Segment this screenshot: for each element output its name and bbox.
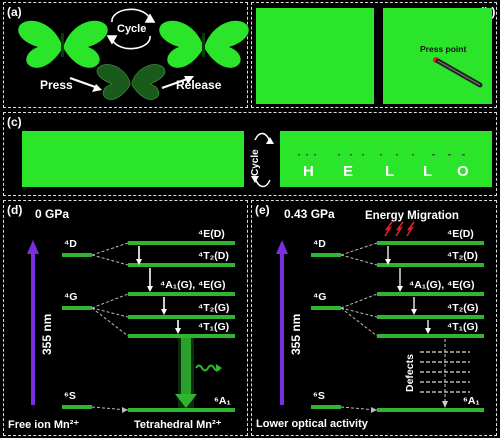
d-left-6s: ⁶S: [64, 390, 76, 402]
d-right-6a1: ⁶A₁: [214, 395, 231, 407]
press-point-label: Press point: [420, 44, 467, 54]
film-c-right: [280, 131, 492, 187]
panel-e-label: (e): [255, 203, 270, 217]
cycle-label-a: Cycle: [117, 23, 147, 35]
e-left-4g: ⁴G: [313, 291, 327, 303]
e-right-4a1g: ⁴A₁(G), ⁴E(G): [409, 279, 475, 291]
e-right-4ed: ⁴E(D): [447, 228, 474, 240]
e-right-4t2d: ⁴T₂(D): [447, 250, 478, 262]
butterfly-middle-icon: [96, 64, 166, 100]
panel-e: (e): [251, 200, 497, 436]
pressure-d: 0 GPa: [35, 207, 70, 221]
e-left-4d: ⁴D: [313, 238, 326, 250]
d-bottom-right: Tetrahedral Mn²⁺: [134, 419, 222, 431]
d-right-4t1g: ⁴T₁(G): [198, 321, 230, 333]
panel-a-label: (a): [7, 5, 22, 19]
d-right-4ed: ⁴E(D): [198, 228, 225, 240]
hello-letter-e: E: [343, 163, 354, 180]
d-right-4t2g: ⁴T₂(G): [198, 302, 230, 314]
e-right-4t1g: ⁴T₁(G): [447, 321, 479, 333]
film-before-press: [256, 8, 374, 104]
e-right-4t2g: ⁴T₂(G): [447, 302, 479, 314]
hello-letter-h: H: [303, 163, 314, 180]
e-excitation-label: 355 nm: [289, 313, 303, 355]
release-label: Release: [176, 78, 222, 92]
d-right-4a1g: ⁴A₁(G), ⁴E(G): [160, 279, 226, 291]
butterfly-right-icon: [159, 20, 249, 68]
butterfly-left-icon: [18, 20, 108, 68]
cycle-arrows-icon: [106, 8, 156, 50]
film-c-left: [22, 131, 244, 187]
press-label: Press: [40, 78, 73, 92]
hello-letter-o: O: [457, 163, 469, 180]
hello-letter-l2: L: [423, 163, 433, 180]
defects-label: Defects: [404, 354, 416, 392]
film-after-press: [383, 8, 492, 104]
d-bottom-left: Free ion Mn²⁺: [8, 419, 80, 431]
e-bottom: Lower optical activity: [256, 418, 368, 430]
panel-c-label: (c): [7, 115, 22, 129]
panel-a: (a): [3, 2, 248, 108]
energy-migration-label: Energy Migration: [365, 210, 459, 222]
panel-d-label: (d): [7, 203, 23, 217]
d-left-4g: ⁴G: [64, 291, 78, 303]
e-right-6a1: ⁶A₁: [463, 395, 480, 407]
d-left-4d: ⁴D: [64, 238, 77, 250]
pressure-e: 0.43 GPa: [284, 207, 335, 221]
panel-d: (d): [3, 200, 248, 436]
panel-c: (c): [3, 112, 497, 196]
d-right-4t2d: ⁴T₂(D): [198, 250, 229, 262]
hello-letter-l1: L: [385, 163, 395, 180]
e-left-6s: ⁶S: [313, 390, 325, 402]
